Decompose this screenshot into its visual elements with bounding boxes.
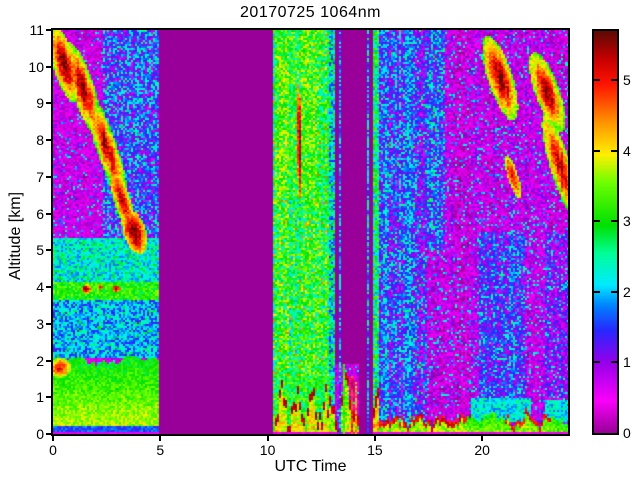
colorbar-tick-label: 2: [623, 283, 631, 300]
heatmap-plot[interactable]: [51, 28, 570, 436]
y-tick-label: 10: [28, 58, 44, 75]
y-tick-label: 7: [36, 168, 44, 185]
y-tick-label: 3: [36, 315, 44, 332]
x-axis-label: UTC Time: [274, 458, 347, 475]
colorbar-tick-label: 3: [623, 213, 631, 230]
x-tick-label: 20: [474, 442, 490, 458]
y-tick-label: 4: [36, 279, 44, 296]
x-tick-mark: [373, 436, 376, 441]
x-tick-mark: [481, 436, 484, 441]
y-axis-label: Altitude [km]: [7, 191, 24, 281]
colorbar-tick-label: 4: [623, 142, 631, 159]
x-tick-label: 5: [156, 442, 165, 458]
x-tick-mark: [159, 436, 162, 441]
y-tick-label: 2: [36, 352, 44, 369]
chart-title: 20170725 1064nm: [240, 4, 381, 21]
colorbar: [592, 29, 619, 435]
y-tick-label: 9: [36, 95, 44, 112]
x-tick-mark: [52, 436, 54, 441]
y-tick-label: 0: [36, 426, 44, 442]
x-tick-label: 10: [259, 442, 276, 458]
colorbar-tick-label: 1: [623, 354, 631, 371]
x-tick-label: 15: [367, 442, 383, 458]
x-tick-label: 0: [49, 442, 57, 458]
colorbar-tick-label: 0: [623, 425, 631, 441]
x-tick-mark: [266, 436, 269, 441]
y-tick-label: 8: [36, 132, 44, 149]
y-tick-label: 1: [36, 389, 44, 406]
y-tick-label: 11: [29, 22, 44, 38]
colorbar-tick-label: 5: [623, 72, 631, 89]
